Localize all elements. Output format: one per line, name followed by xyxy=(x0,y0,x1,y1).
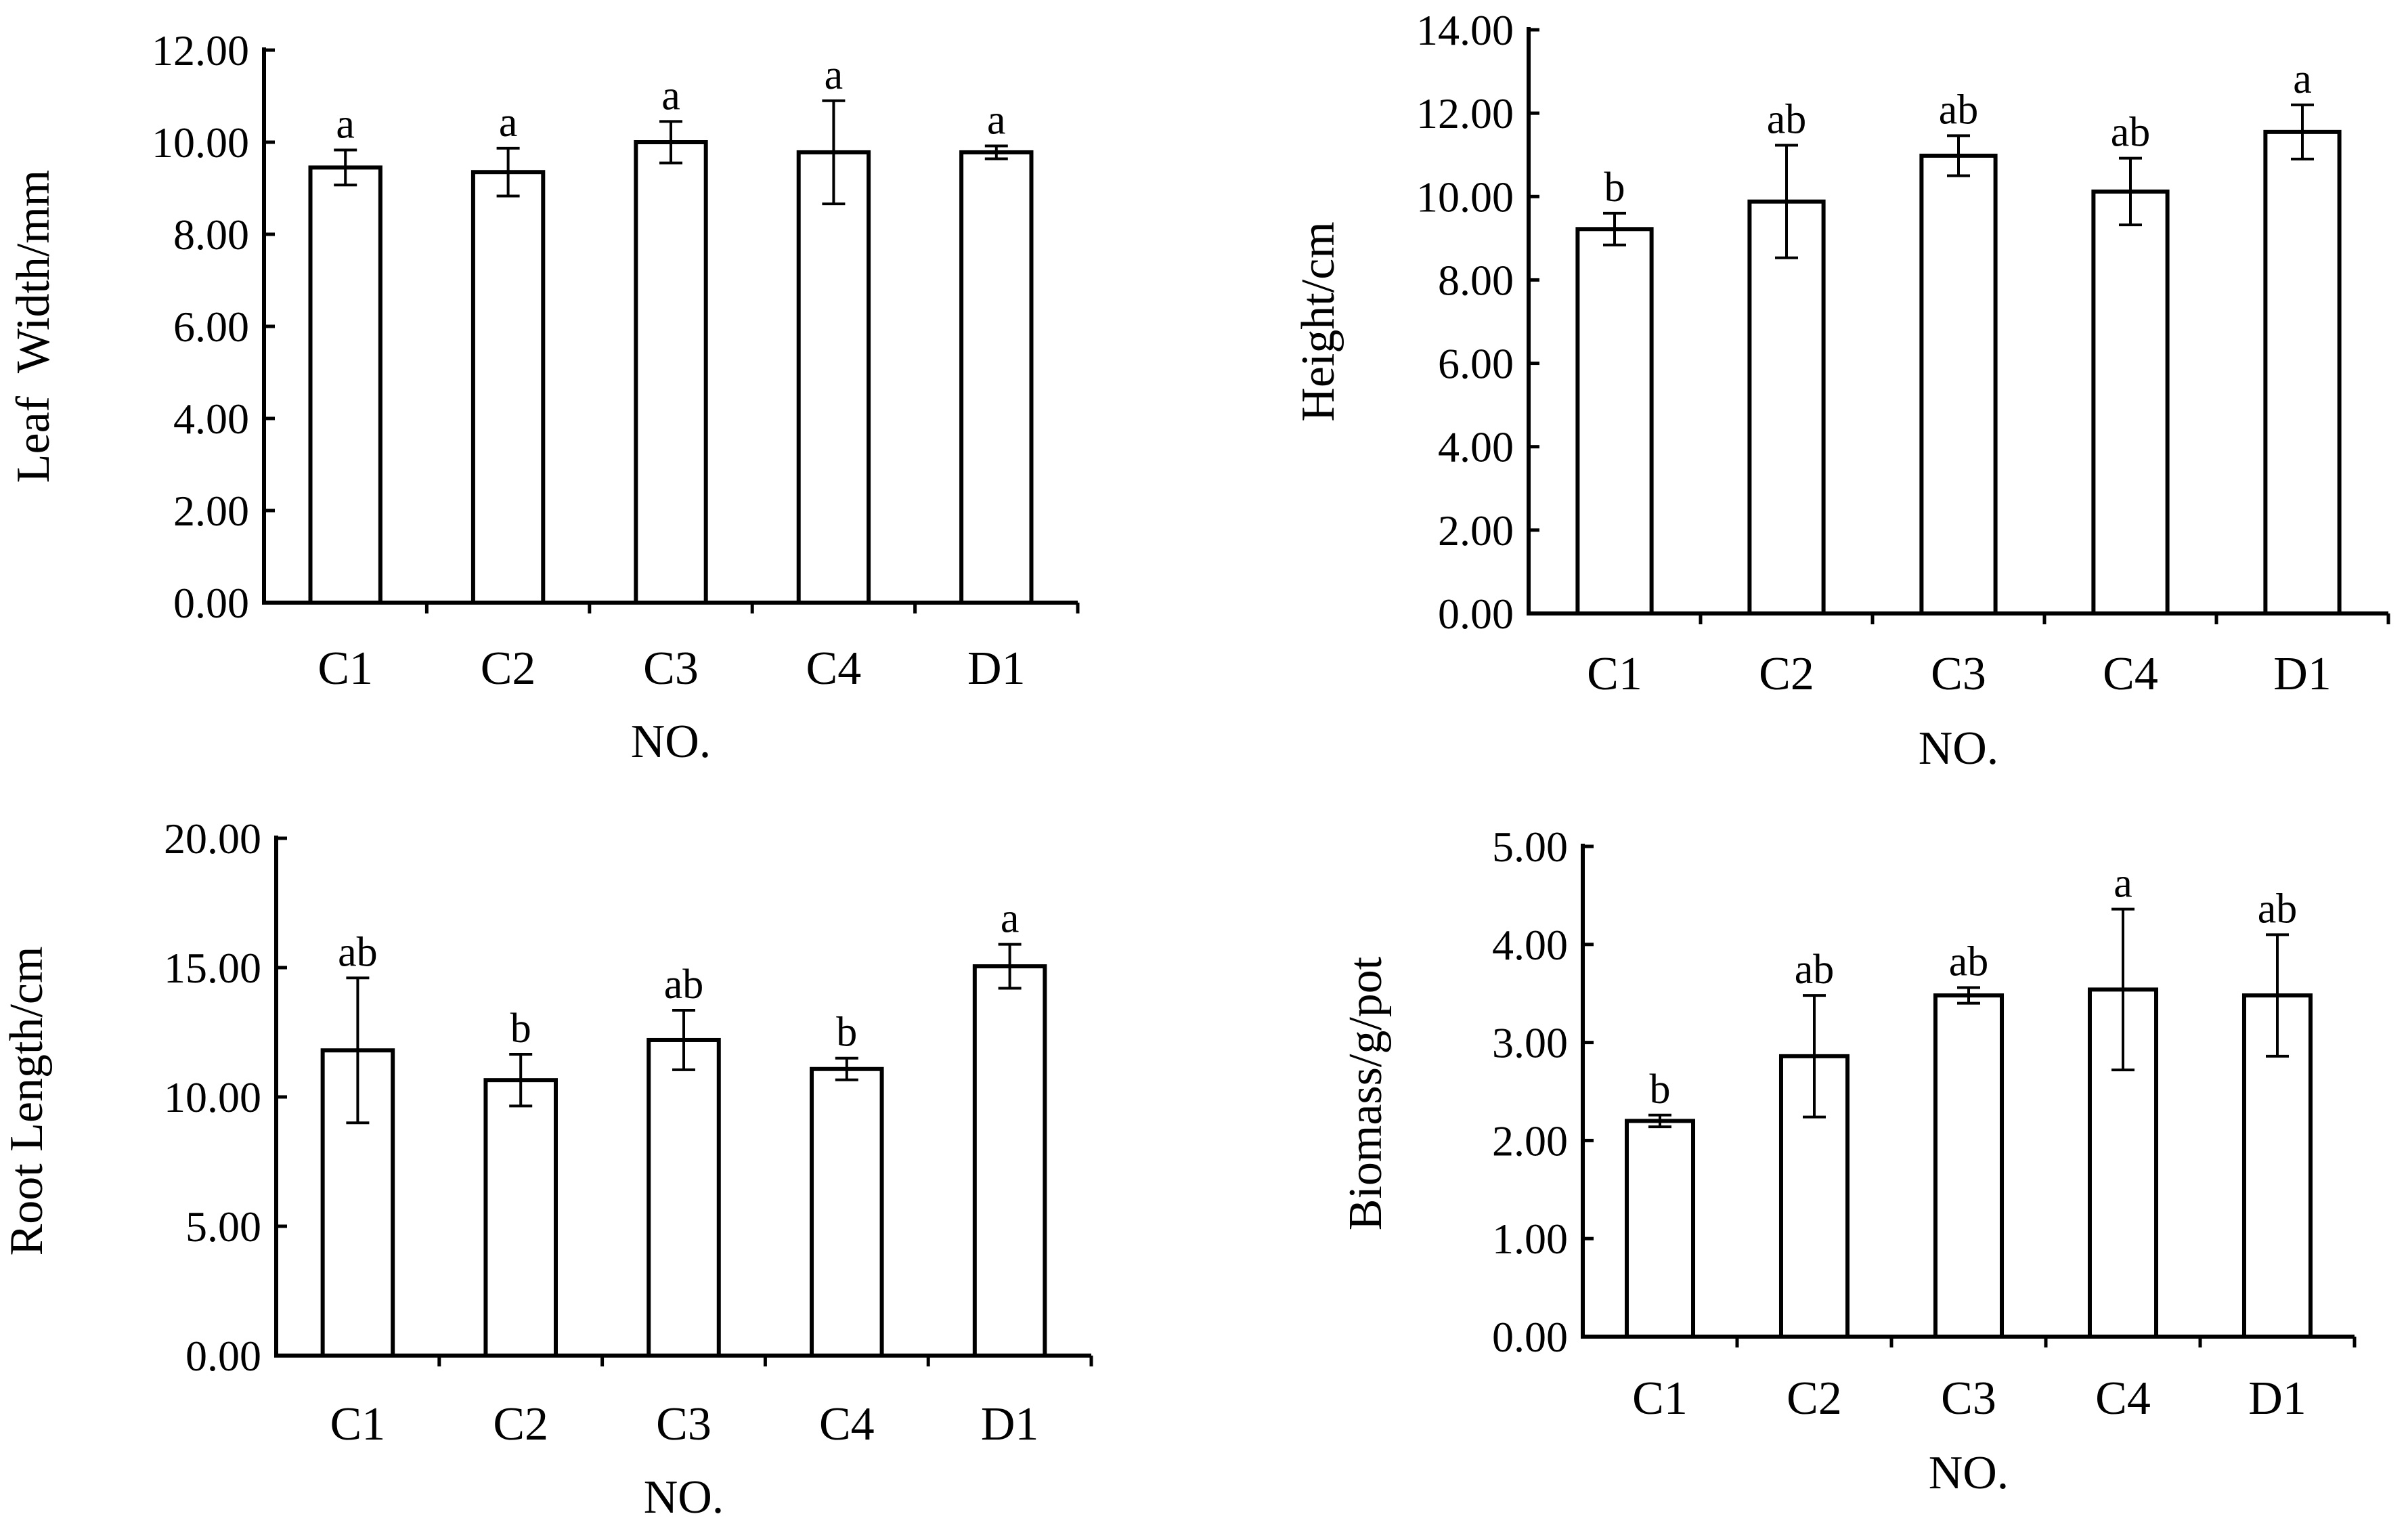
significance-label: b xyxy=(836,1010,857,1056)
x-tick-label: C2 xyxy=(481,643,536,695)
significance-label: a xyxy=(499,100,518,146)
y-tick-label: 6.00 xyxy=(1438,340,1514,388)
significance-label: ab xyxy=(2258,886,2298,932)
x-tick-label: C1 xyxy=(1632,1373,1688,1425)
x-tick-label: C3 xyxy=(656,1398,712,1450)
significance-label: a xyxy=(825,52,844,98)
x-tick-label: C4 xyxy=(819,1398,875,1450)
chart-panel-2: 0.00 2.00 4.00 6.00 8.00 10.00 12.00 14.00 b C1 ab… xyxy=(1292,6,2390,775)
y-tick-label: 0.00 xyxy=(1438,590,1514,638)
significance-label: a xyxy=(1001,896,1020,942)
y-tick-label: 10.00 xyxy=(164,1073,261,1121)
y-tick-label: 15.00 xyxy=(164,944,261,992)
x-tick-label: C2 xyxy=(493,1398,548,1450)
x-tick-label: C2 xyxy=(1787,1373,1842,1425)
y-tick-label: 5.00 xyxy=(185,1203,261,1251)
significance-label: a xyxy=(336,102,355,148)
x-tick-label: D1 xyxy=(967,643,1026,695)
y-axis-title: Root Length/cm xyxy=(1,947,53,1256)
x-tick-label: C4 xyxy=(2095,1373,2151,1425)
bar-c4 xyxy=(2091,189,2170,616)
y-tick-label: 4.00 xyxy=(1492,921,1568,969)
y-tick-label: 3.00 xyxy=(1492,1019,1568,1067)
y-tick-label: 0.00 xyxy=(1492,1313,1568,1361)
bar-c1 xyxy=(1624,1119,1696,1339)
significance-label: b xyxy=(1650,1066,1671,1113)
y-axis-title: Height/cm xyxy=(1292,221,1344,421)
bar-c2 xyxy=(483,1078,558,1358)
significance-label: a xyxy=(2114,861,2132,907)
significance-label: ab xyxy=(664,962,704,1008)
y-tick-label: 1.00 xyxy=(1492,1215,1568,1263)
x-axis-title: NO. xyxy=(1929,1447,2009,1499)
bar-c3 xyxy=(1933,993,2005,1339)
y-tick-label: 12.00 xyxy=(152,26,249,74)
y-tick-label: 5.00 xyxy=(1492,823,1568,871)
significance-label: ab xyxy=(2111,110,2151,156)
significance-label: b xyxy=(510,1006,531,1052)
bar-c1 xyxy=(1575,227,1654,616)
x-axis-title: NO. xyxy=(631,716,712,768)
x-tick-label: C3 xyxy=(1931,648,1986,700)
y-tick-label: 8.00 xyxy=(173,211,249,259)
y-tick-label: 10.00 xyxy=(1416,173,1514,221)
x-tick-label: C3 xyxy=(643,643,699,695)
y-tick-label: 8.00 xyxy=(1438,256,1514,304)
significance-label: ab xyxy=(1795,947,1835,993)
significance-label: ab xyxy=(338,929,378,975)
x-tick-label: C4 xyxy=(2103,648,2158,700)
y-tick-label: 10.00 xyxy=(152,118,249,167)
y-tick-label: 4.00 xyxy=(173,395,249,443)
significance-label: a xyxy=(661,72,680,118)
x-tick-label: C1 xyxy=(330,1398,386,1450)
x-tick-label: D1 xyxy=(2248,1373,2306,1425)
bar-c2 xyxy=(1747,199,1826,616)
bar-c1 xyxy=(308,165,382,605)
x-axis-title: NO. xyxy=(644,1471,724,1524)
bar-d1 xyxy=(959,150,1034,605)
bar-c4 xyxy=(810,1066,884,1358)
chart-panel-1: 0.00 2.00 4.00 6.00 8.00 10.00 12.00 a C1 a C2 a C3 a… xyxy=(7,26,1080,768)
chart-panel-3: 0.00 5.00 10.00 15.00 20.00 ab C1 b C2 ab C3 b C4 a D1… xyxy=(1,815,1093,1524)
y-tick-label: 6.00 xyxy=(173,303,249,351)
y-tick-label: 20.00 xyxy=(164,815,261,863)
chart-panel-4: 0.00 1.00 2.00 3.00 4.00 5.00 b C1 ab C2 ab C3 a C4 ab… xyxy=(1340,823,2357,1499)
significance-label: ab xyxy=(1767,97,1807,143)
y-tick-label: 14.00 xyxy=(1416,6,1514,54)
y-tick-label: 2.00 xyxy=(1492,1117,1568,1165)
x-tick-label: D1 xyxy=(981,1398,1039,1450)
bar-c2 xyxy=(470,170,546,605)
x-tick-label: D1 xyxy=(2273,648,2332,700)
x-tick-label: C2 xyxy=(1759,648,1814,700)
significance-label: ab xyxy=(1939,87,1979,133)
significance-label: a xyxy=(987,97,1006,143)
x-axis-title: NO. xyxy=(1919,722,1999,775)
y-tick-label: 0.00 xyxy=(185,1332,261,1380)
y-tick-label: 0.00 xyxy=(173,579,249,627)
bar-c4 xyxy=(796,150,871,605)
y-tick-label: 12.00 xyxy=(1416,89,1514,137)
significance-label: a xyxy=(2293,56,2312,102)
bar-d1 xyxy=(972,964,1047,1358)
x-tick-label: C4 xyxy=(806,643,862,695)
bar-d1 xyxy=(2263,129,2342,616)
bar-c3 xyxy=(1919,153,1998,616)
bar-c3 xyxy=(647,1037,721,1358)
y-axis-title: Biomass/g/pot xyxy=(1340,956,1392,1230)
y-tick-label: 4.00 xyxy=(1438,423,1514,471)
x-tick-label: C1 xyxy=(318,643,373,695)
x-tick-label: C3 xyxy=(1941,1373,1996,1425)
y-tick-label: 2.00 xyxy=(1438,506,1514,555)
y-tick-label: 2.00 xyxy=(173,487,249,535)
bar-c3 xyxy=(634,140,708,605)
significance-label: b xyxy=(1604,165,1625,211)
x-tick-label: C1 xyxy=(1587,648,1642,700)
y-axis-title: Leaf Width/mm xyxy=(7,170,60,483)
significance-label: ab xyxy=(1949,939,1989,985)
